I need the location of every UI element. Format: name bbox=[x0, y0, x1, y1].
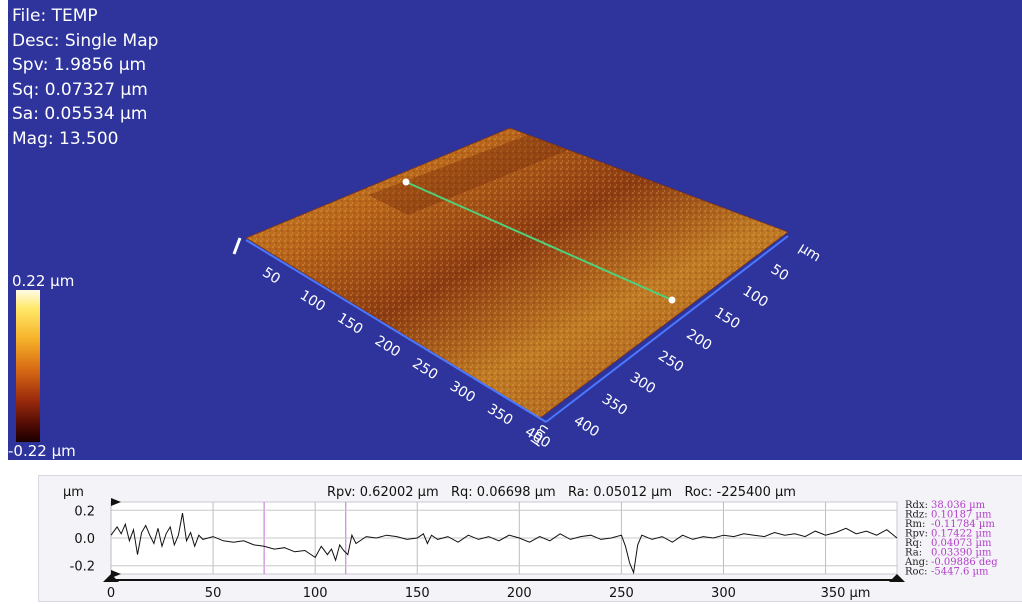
left-axis-tick: 250 bbox=[409, 356, 440, 384]
colorbar-max-label: 0.22 µm bbox=[12, 272, 75, 290]
profile-param-name: Rm: bbox=[905, 519, 925, 530]
right-axis-tick: 300 bbox=[627, 370, 658, 398]
left-axis-line bbox=[245, 239, 547, 423]
file-label: File: TEMP bbox=[12, 6, 98, 26]
profile-x-tick-label: 100 bbox=[303, 586, 328, 601]
right-axis-tick: 400 bbox=[571, 413, 602, 441]
colorbar bbox=[16, 290, 40, 442]
profile-y-tick-label: -0.2 bbox=[70, 560, 95, 575]
profile-param-value: 0.04073 µm bbox=[931, 538, 992, 549]
profile-end-marker bbox=[668, 296, 676, 304]
profile-y-unit: µm bbox=[63, 485, 84, 500]
sa-label: Sa: 0.05534 µm bbox=[12, 104, 148, 124]
left-axis-tick: 350 bbox=[484, 401, 515, 429]
right-axis-tick: 350 bbox=[599, 391, 630, 419]
right-axis-tick: 250 bbox=[655, 348, 686, 376]
spv-label: Spv: 1.9856 µm bbox=[12, 55, 147, 75]
profile-param-value: -5447.6 µm bbox=[931, 567, 989, 578]
surface-3d-view[interactable]: 50 100 150 200 250 300 350 400 µm µm 50 100 150 200 2… bbox=[8, 0, 1022, 460]
profile-series-line bbox=[110, 513, 898, 575]
left-bottom-marker bbox=[111, 570, 121, 578]
profile-y-tick-label: 0.2 bbox=[74, 504, 95, 519]
profile-param-name: Rq: bbox=[905, 538, 922, 549]
profile-chart: µm Rpv: 0.62002 µm Rq: 0.06698 µm Ra: 0.… bbox=[63, 485, 998, 601]
profile-trace-line bbox=[405, 181, 673, 301]
profile-header-stats: Rpv: 0.62002 µm Rq: 0.06698 µm Ra: 0.050… bbox=[327, 485, 796, 500]
profile-param-name: Rpv: bbox=[905, 529, 928, 540]
right-axis-line bbox=[545, 235, 789, 423]
profile-param-value: 0.10187 µm bbox=[931, 510, 992, 521]
profile-y-tick-label: 0.0 bbox=[74, 532, 95, 547]
left-axis-tick: 200 bbox=[372, 333, 403, 361]
profile-x-tick-label: 200 bbox=[507, 586, 532, 601]
right-axis-tick: 200 bbox=[683, 326, 714, 354]
right-axis-tick: 50 bbox=[768, 261, 792, 284]
profile-x-tick-label: 150 bbox=[405, 586, 430, 601]
mag-label: Mag: 13.500 bbox=[12, 128, 119, 149]
profile-x-tick-label: 50 bbox=[205, 586, 222, 601]
profile-panel[interactable]: µm Rpv: 0.62002 µm Rq: 0.06698 µm Ra: 0.… bbox=[38, 475, 1022, 602]
profile-start-marker bbox=[402, 178, 410, 186]
profile-y-ticks: 0.2 0.0 -0.2 bbox=[70, 504, 95, 574]
profile-x-tick-label: 250 bbox=[609, 586, 634, 601]
profile-param-name: Ang: bbox=[904, 557, 928, 568]
profile-x-tick-label: 0 bbox=[107, 586, 115, 601]
profile-param-value: 0.17422 µm bbox=[931, 529, 992, 540]
left-axis-tick: 150 bbox=[334, 310, 365, 338]
profile-param-value: -0.09886 deg bbox=[931, 557, 998, 568]
sq-label: Sq: 0.07327 µm bbox=[12, 79, 148, 100]
profile-param-value: 38.036 µm bbox=[931, 500, 986, 511]
profile-param-value: 0.03390 µm bbox=[931, 548, 992, 559]
desc-label: Desc: Single Map bbox=[12, 30, 159, 51]
profile-param-name: Roc: bbox=[905, 567, 928, 578]
surface-info: File: TEMP Desc: Single Map Spv: 1.9856 … bbox=[12, 4, 158, 151]
left-axis-tick: 50 bbox=[259, 265, 283, 288]
profile-param-name: Rdz: bbox=[905, 510, 928, 521]
profile-x-ticks: 0 50 100 150 200 250 300 350 µm bbox=[107, 586, 871, 601]
left-axis-tick: 300 bbox=[447, 378, 478, 406]
profile-x-tick-label: 350 µm bbox=[821, 586, 871, 601]
profile-param-name: Ra: bbox=[905, 548, 922, 559]
surface-texture bbox=[246, 128, 788, 418]
left-cursor-marker bbox=[111, 498, 121, 506]
right-axis-tick: 100 bbox=[740, 283, 771, 311]
right-axis-tick: 150 bbox=[711, 305, 742, 333]
right-axis-tick: µm bbox=[796, 240, 824, 266]
profile-x-tick-label: 300 bbox=[711, 586, 736, 601]
profile-param-name: Rdx: bbox=[905, 500, 928, 511]
left-axis-tick: 100 bbox=[297, 287, 328, 315]
profile-param-value: -0.11784 µm bbox=[931, 519, 995, 530]
colorbar-min-label: -0.22 µm bbox=[8, 442, 76, 460]
